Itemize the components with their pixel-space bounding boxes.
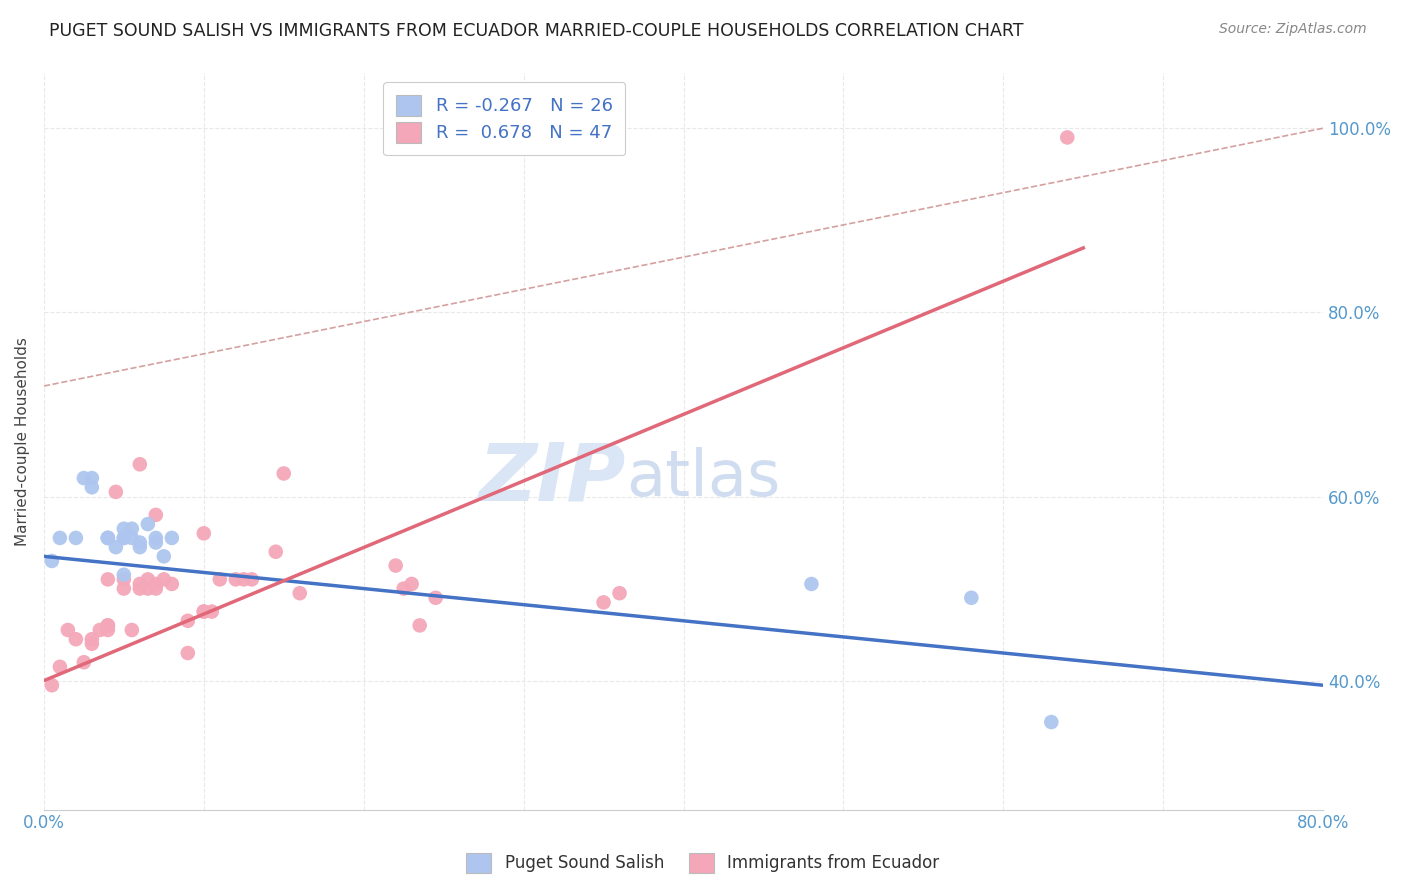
Point <box>97 618 120 632</box>
Point <box>97 618 120 632</box>
Point <box>49 531 72 545</box>
Point <box>609 586 631 600</box>
Point <box>97 531 120 545</box>
Point <box>121 522 143 536</box>
Point <box>800 577 823 591</box>
Point <box>240 573 263 587</box>
Point <box>145 531 167 545</box>
Point <box>128 535 150 549</box>
Point <box>273 467 295 481</box>
Point <box>193 605 215 619</box>
Point <box>145 582 167 596</box>
Point <box>288 586 311 600</box>
Point <box>65 632 87 647</box>
Point <box>232 573 254 587</box>
Point <box>208 573 231 587</box>
Point <box>41 554 63 568</box>
Point <box>960 591 983 605</box>
Point <box>160 577 183 591</box>
Point <box>193 526 215 541</box>
Y-axis label: Married-couple Households: Married-couple Households <box>15 337 30 546</box>
Point <box>136 582 159 596</box>
Point <box>193 605 215 619</box>
Point <box>128 582 150 596</box>
Point <box>73 655 96 669</box>
Point <box>121 623 143 637</box>
Legend: R = -0.267   N = 26, R =  0.678   N = 47: R = -0.267 N = 26, R = 0.678 N = 47 <box>384 82 626 155</box>
Point <box>128 457 150 471</box>
Point <box>145 535 167 549</box>
Point <box>592 595 614 609</box>
Point <box>401 577 423 591</box>
Point <box>1040 714 1063 729</box>
Point <box>177 646 200 660</box>
Point <box>384 558 406 573</box>
Point <box>408 618 430 632</box>
Point <box>128 577 150 591</box>
Point <box>112 531 135 545</box>
Point <box>97 573 120 587</box>
Point <box>97 623 120 637</box>
Point <box>80 637 103 651</box>
Point <box>97 531 120 545</box>
Point <box>112 582 135 596</box>
Point <box>97 531 120 545</box>
Point <box>392 582 415 596</box>
Point <box>41 678 63 692</box>
Point <box>201 605 224 619</box>
Point <box>73 471 96 485</box>
Point <box>264 545 287 559</box>
Point <box>153 549 176 564</box>
Point <box>160 531 183 545</box>
Legend: Puget Sound Salish, Immigrants from Ecuador: Puget Sound Salish, Immigrants from Ecua… <box>460 847 946 880</box>
Point <box>145 577 167 591</box>
Point <box>425 591 447 605</box>
Point <box>49 660 72 674</box>
Point <box>1056 130 1078 145</box>
Point <box>177 614 200 628</box>
Point <box>89 623 111 637</box>
Point <box>112 573 135 587</box>
Point <box>112 567 135 582</box>
Point <box>80 632 103 647</box>
Point <box>136 517 159 532</box>
Point <box>112 531 135 545</box>
Point <box>136 573 159 587</box>
Text: atlas: atlas <box>626 447 780 509</box>
Text: Source: ZipAtlas.com: Source: ZipAtlas.com <box>1219 22 1367 37</box>
Point <box>80 480 103 494</box>
Point <box>112 522 135 536</box>
Point <box>145 508 167 522</box>
Point <box>80 471 103 485</box>
Point <box>121 531 143 545</box>
Point <box>153 573 176 587</box>
Point <box>225 573 247 587</box>
Point <box>56 623 79 637</box>
Point <box>65 531 87 545</box>
Point <box>128 540 150 554</box>
Text: ZIP: ZIP <box>478 439 626 517</box>
Text: PUGET SOUND SALISH VS IMMIGRANTS FROM ECUADOR MARRIED-COUPLE HOUSEHOLDS CORRELAT: PUGET SOUND SALISH VS IMMIGRANTS FROM EC… <box>49 22 1024 40</box>
Point <box>104 540 127 554</box>
Point <box>104 484 127 499</box>
